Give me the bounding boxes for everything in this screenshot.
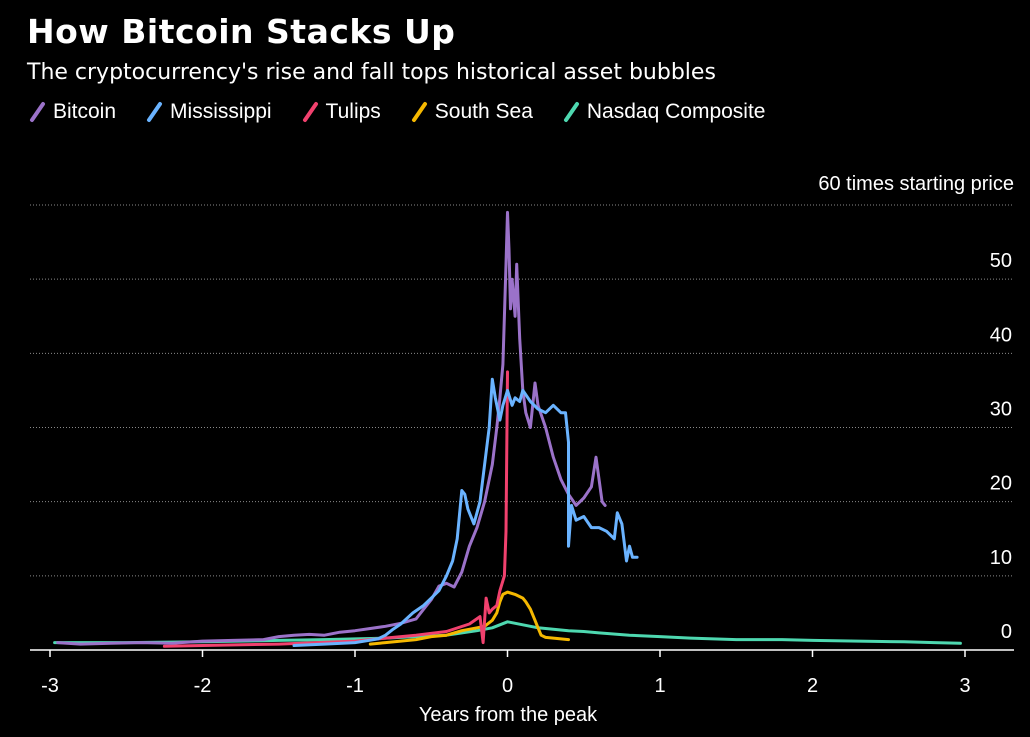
x-tick-label: 3 [959,675,970,697]
legend-swatch [411,102,427,122]
series-line-bitcoin [56,210,607,646]
series-line-tulips [162,370,509,648]
y-tick-label: 10 [990,547,1012,569]
y-tick-label: 20 [990,473,1012,495]
x-tick-label: 1 [654,675,665,697]
legend-swatch [563,102,579,122]
legend-item-nasdaq-composite: Nasdaq Composite [561,100,766,124]
legend-swatch [302,102,318,122]
y-tick-label: 30 [990,399,1012,421]
y-tick-label: 0 [1001,621,1012,643]
series-line-nasdaq-composite [53,620,962,645]
x-tick-label: 2 [807,675,818,697]
legend-item-bitcoin: Bitcoin [27,100,116,124]
y-tick-label: 40 [990,324,1012,346]
series-lines [53,210,962,648]
axes: 0 10 20 30 40 50 -3 -2 -1 0 1 2 3 [30,250,1014,697]
legend-item-tulips: Tulips [300,100,381,124]
legend-label: Tulips [325,100,381,123]
x-tick-label: 0 [502,675,513,697]
x-axis-label: Years from the peak [419,704,598,726]
legend-label: South Sea [434,100,533,123]
x-tick-label: -1 [346,675,364,697]
legend-label: Bitcoin [53,100,117,123]
series-line-south-sea [368,590,570,646]
y-tick-label: 50 [990,250,1012,272]
y-axis-label: 60 times starting price [818,173,1014,195]
legend: Bitcoin Mississippi Tulips South Sea Nasdaq … [27,100,793,124]
chart-title: How Bitcoin Stacks Up [27,12,456,51]
legend-item-mississippi: Mississippi [144,100,272,124]
series-line-mississippi [292,377,639,647]
legend-swatch [30,102,45,122]
legend-label: Nasdaq Composite [586,100,766,123]
x-tick-label: -2 [194,675,212,697]
x-tick-label: -3 [41,675,59,697]
chart-subtitle: The cryptocurrency's rise and fall tops … [27,60,716,85]
legend-swatch [147,102,163,122]
legend-item-south-sea: South Sea [409,100,533,124]
legend-label: Mississippi [170,100,272,123]
